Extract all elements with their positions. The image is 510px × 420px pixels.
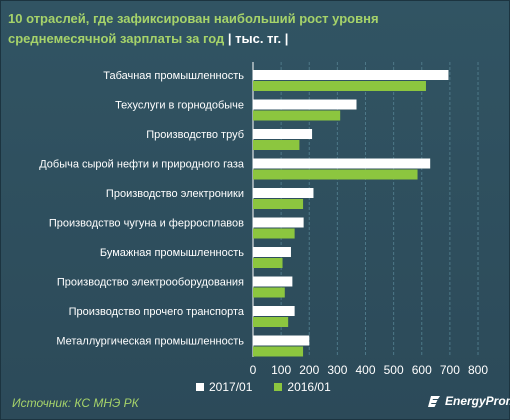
bar-2017-01-2 (253, 129, 313, 139)
legend-label-2017: 2017/01 (209, 380, 253, 394)
bar-2016-01-5 (253, 228, 295, 239)
bar-2017-01-7 (253, 276, 293, 287)
x-tick-100: 100 (271, 363, 291, 377)
title-unit: | тыс. тг. | (227, 31, 289, 46)
legend-item-2016: 2016/01 (274, 380, 331, 394)
bar-2017-01-5 (253, 217, 304, 228)
legend: 2017/01 2016/01 (196, 380, 353, 394)
bar-2017-01-9 (253, 335, 310, 346)
bar-2017-01-0 (253, 70, 449, 80)
category-label-2: Производство труб (146, 129, 244, 141)
category-label-5: Производство чугуна и ферросплавов (49, 218, 244, 230)
category-label-0: Табачная промышленность (103, 70, 244, 82)
legend-item-2017: 2017/01 (196, 380, 252, 394)
category-labels: Табачная промышленность Техуслуги в горно… (39, 70, 245, 348)
bar-2016-01-1 (253, 110, 341, 121)
x-tick-700: 700 (440, 363, 460, 377)
x-tick-labels: 0 100 200 300 400 500 600 700 800 (250, 363, 489, 377)
bar-2016-01-7 (253, 287, 285, 298)
x-tick-0: 0 (250, 363, 257, 377)
bar-2016-01-3 (253, 169, 418, 180)
bar-2016-01-6 (253, 258, 283, 268)
legend-swatch-2016 (274, 383, 283, 391)
x-tick-600: 600 (412, 363, 432, 377)
bars (253, 70, 449, 357)
bar-2016-01-8 (253, 317, 289, 327)
bar-2017-01-6 (253, 247, 291, 257)
x-tick-300: 300 (327, 363, 347, 377)
category-label-8: Производство прочего транспорта (69, 306, 245, 318)
energyprom-logo-icon (428, 396, 440, 407)
category-label-9: Металлургическая промышленность (56, 336, 244, 348)
category-label-4: Производство электроники (106, 188, 244, 200)
chart-title: 10 отраслей, где зафиксирован наибольший… (8, 9, 478, 49)
category-label-6: Бумажная промышленность (100, 247, 244, 259)
brand-name: EnergyProm (445, 394, 510, 408)
category-label-7: Производство электрооборудования (57, 277, 244, 289)
bar-2016-01-9 (253, 346, 304, 357)
bar-2016-01-2 (253, 140, 300, 150)
bar-2017-01-8 (253, 306, 295, 316)
bar-2017-01-3 (253, 158, 431, 169)
source-note: Источник: КС МНЭ РК (12, 396, 139, 410)
category-label-3: Добыча сырой нефти и природного газа (39, 159, 245, 171)
legend-label-2016: 2016/01 (287, 380, 331, 394)
x-tick-500: 500 (384, 363, 404, 377)
legend-swatch-2017 (196, 383, 204, 391)
brand-logo: EnergyProm (428, 394, 510, 408)
bar-2016-01-4 (253, 199, 304, 209)
x-tick-800: 800 (468, 363, 488, 377)
bar-2017-01-1 (253, 99, 357, 110)
x-tick-400: 400 (355, 363, 375, 377)
category-label-1: Техуслуги в горнодобыче (115, 100, 244, 112)
bar-2016-01-0 (253, 81, 426, 91)
title-text: 10 отраслей, где зафиксирован наибольший… (8, 11, 379, 46)
bar-2017-01-4 (253, 188, 314, 198)
x-tick-200: 200 (299, 363, 319, 377)
